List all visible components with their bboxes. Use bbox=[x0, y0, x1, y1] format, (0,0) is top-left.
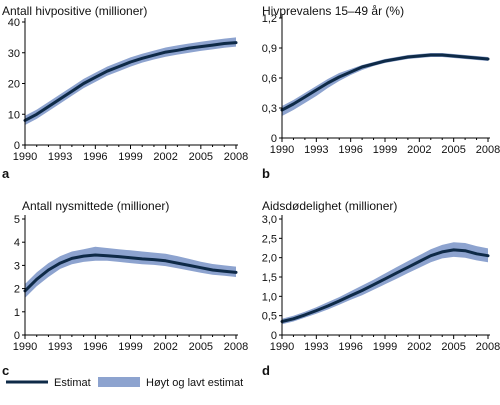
x-tick-label: 2005 bbox=[441, 144, 465, 156]
x-tick-label: 1990 bbox=[270, 144, 294, 156]
panel-b: Hivprevalens 15–49 år (%) b 0 0,3 0,6 0,9 1,2 1… bbox=[262, 4, 500, 181]
panel-title: Hivprevalens 15–49 år (%) bbox=[262, 4, 404, 18]
y-tick-label: 0,5 bbox=[262, 311, 277, 323]
x-tick-label: 2005 bbox=[189, 341, 213, 353]
panel-letter: a bbox=[2, 166, 10, 181]
y-tick-label: 0,6 bbox=[262, 73, 277, 85]
y-tick-label: 1,0 bbox=[262, 291, 277, 303]
y-tick-label: 1,2 bbox=[262, 13, 277, 25]
x-tick-label: 2005 bbox=[441, 341, 465, 353]
x-tick-label: 1999 bbox=[118, 341, 142, 353]
x-tick-label: 1990 bbox=[13, 151, 37, 163]
x-tick-label: 1993 bbox=[48, 341, 72, 353]
y-tick-label: 0,3 bbox=[262, 103, 277, 115]
uncertainty-band bbox=[25, 37, 236, 125]
x-tick-label: 2002 bbox=[407, 144, 431, 156]
panel-title: Antall nysmittede (millioner) bbox=[22, 199, 169, 213]
y-tick-label: 3,0 bbox=[262, 214, 277, 226]
estimate-line bbox=[23, 253, 238, 293]
x-tick-label: 1996 bbox=[83, 341, 107, 353]
legend: Estimat Høyt og lavt estimat bbox=[6, 377, 243, 389]
x-tick-label: 1996 bbox=[338, 341, 362, 353]
y-tick-label: 2 bbox=[14, 284, 20, 296]
x-tick-label: 1990 bbox=[13, 341, 37, 353]
panel-c: Antall nysmittede (millioner) c 0 1 2 3 4 5 1990… bbox=[2, 199, 248, 378]
y-tick-label: 1 bbox=[14, 307, 20, 319]
x-tick-label: 1993 bbox=[48, 151, 72, 163]
x-tick-label: 1993 bbox=[304, 341, 328, 353]
x-tick-label: 2008 bbox=[476, 144, 500, 156]
x-tick-label: 2008 bbox=[224, 341, 248, 353]
legend-band-swatch bbox=[98, 377, 140, 387]
x-tick-label: 2002 bbox=[407, 341, 431, 353]
y-tick-label: 5 bbox=[14, 214, 20, 226]
panel-title: Antall hivpositive (millioner) bbox=[2, 4, 147, 18]
panel-d: Aidsdødelighet (millioner) d 0 0,5 1,0 1,5 2,0… bbox=[262, 199, 500, 378]
x-tick-label: 2005 bbox=[189, 151, 213, 163]
estimate-line bbox=[23, 41, 238, 122]
x-tick-label: 2008 bbox=[224, 151, 248, 163]
y-tick-label: 2,5 bbox=[262, 233, 277, 245]
panel-letter: d bbox=[262, 363, 270, 378]
x-tick-label: 1996 bbox=[338, 144, 362, 156]
panel-letter: c bbox=[2, 363, 9, 378]
y-tick-label: 0,9 bbox=[262, 43, 277, 55]
y-tick-label: 0 bbox=[14, 140, 20, 152]
x-tick-label: 1999 bbox=[118, 151, 142, 163]
panel-letter: b bbox=[262, 166, 270, 181]
legend-estimat-label: Estimat bbox=[54, 377, 91, 389]
y-tick-label: 20 bbox=[8, 79, 20, 91]
y-tick-label: 10 bbox=[8, 109, 20, 121]
panel-a: Antall hivpositive (millioner) a 0 10 20 30 40… bbox=[2, 4, 248, 181]
x-tick-label: 1993 bbox=[304, 144, 328, 156]
x-tick-label: 2002 bbox=[153, 151, 177, 163]
y-tick-label: 3 bbox=[14, 260, 20, 272]
y-tick-label: 30 bbox=[8, 48, 20, 60]
y-tick-label: 0 bbox=[271, 330, 277, 342]
x-tick-label: 1996 bbox=[83, 151, 107, 163]
y-tick-label: 40 bbox=[8, 17, 20, 29]
x-tick-label: 2008 bbox=[476, 341, 500, 353]
y-tick-label: 1,5 bbox=[262, 272, 277, 284]
y-tick-label: 4 bbox=[14, 237, 20, 249]
uncertainty-band bbox=[25, 246, 236, 298]
x-tick-label: 2002 bbox=[153, 341, 177, 353]
panel-title: Aidsdødelighet (millioner) bbox=[262, 199, 397, 213]
legend-band-label: Høyt og lavt estimat bbox=[146, 377, 243, 389]
y-tick-label: 0 bbox=[14, 330, 20, 342]
y-tick-label: 0 bbox=[271, 133, 277, 145]
x-tick-label: 1990 bbox=[270, 341, 294, 353]
y-tick-label: 2,0 bbox=[262, 253, 277, 265]
x-tick-label: 1999 bbox=[373, 341, 397, 353]
estimate-line bbox=[280, 248, 490, 323]
estimate-line bbox=[280, 53, 490, 112]
x-tick-label: 1999 bbox=[373, 144, 397, 156]
